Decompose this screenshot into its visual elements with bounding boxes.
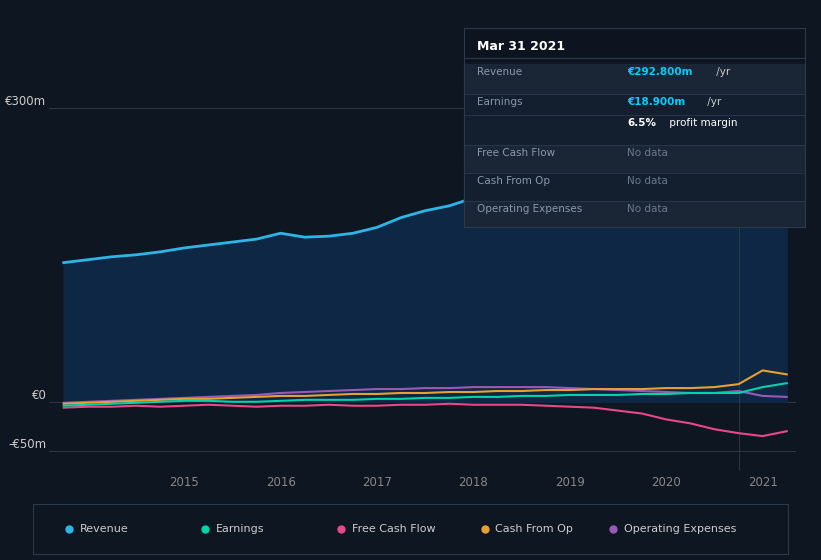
Text: /yr: /yr bbox=[704, 96, 721, 106]
Text: Earnings: Earnings bbox=[216, 524, 264, 534]
Text: Mar 31 2021: Mar 31 2021 bbox=[478, 40, 566, 53]
Text: Operating Expenses: Operating Expenses bbox=[623, 524, 736, 534]
Bar bbox=[464, 145, 805, 173]
Text: No data: No data bbox=[627, 148, 668, 158]
Text: Cash From Op: Cash From Op bbox=[478, 176, 551, 186]
Text: /yr: /yr bbox=[713, 67, 731, 77]
Text: No data: No data bbox=[627, 176, 668, 186]
Text: 6.5%: 6.5% bbox=[627, 119, 657, 128]
Bar bbox=[464, 94, 805, 115]
Bar bbox=[464, 115, 805, 145]
Text: Free Cash Flow: Free Cash Flow bbox=[351, 524, 435, 534]
Text: Operating Expenses: Operating Expenses bbox=[478, 204, 583, 214]
Text: Cash From Op: Cash From Op bbox=[495, 524, 573, 534]
Text: €292.800m: €292.800m bbox=[627, 67, 693, 77]
Bar bbox=[464, 173, 805, 201]
Bar bbox=[464, 64, 805, 94]
Text: €18.900m: €18.900m bbox=[627, 96, 686, 106]
Bar bbox=[464, 201, 805, 227]
Text: Free Cash Flow: Free Cash Flow bbox=[478, 148, 556, 158]
Text: Earnings: Earnings bbox=[478, 96, 523, 106]
Text: Revenue: Revenue bbox=[80, 524, 128, 534]
Text: profit margin: profit margin bbox=[666, 119, 737, 128]
Text: No data: No data bbox=[627, 204, 668, 214]
Text: Revenue: Revenue bbox=[478, 67, 523, 77]
